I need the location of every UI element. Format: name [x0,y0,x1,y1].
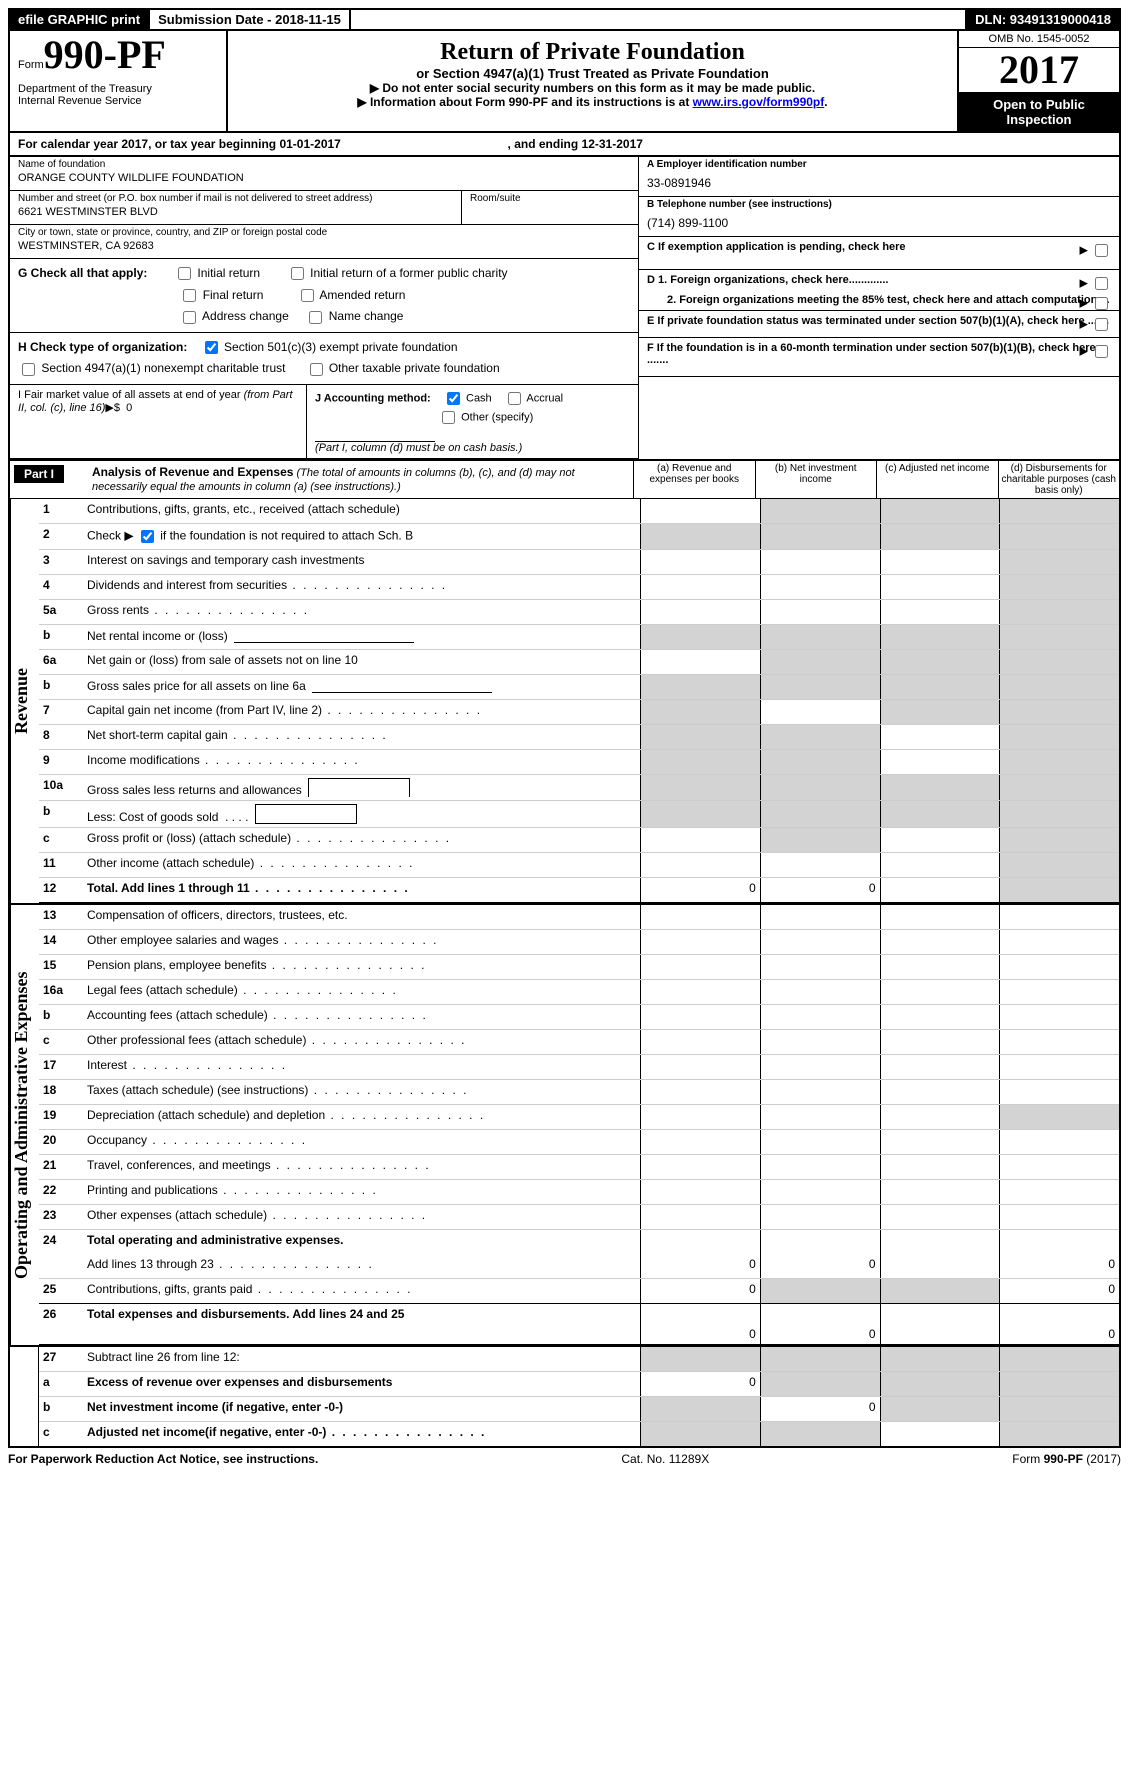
dln: DLN: 93491319000418 [967,10,1119,29]
footer-right: Form 990-PF (2017) [1012,1452,1121,1466]
expenses-table: Operating and Administrative Expenses 13… [8,905,1121,1347]
revenue-table: Revenue 1Contributions, gifts, grants, e… [8,499,1121,905]
city-cell: City or town, state or province, country… [10,225,638,259]
section-c: C If exemption application is pending, c… [639,237,1119,270]
open-public: Open to Public Inspection [959,93,1119,131]
header-note1: ▶ Do not enter social security numbers o… [236,81,949,95]
footer: For Paperwork Reduction Act Notice, see … [8,1448,1121,1470]
cb-4947[interactable] [22,363,35,376]
revenue-side-label: Revenue [10,499,39,903]
col-d-header: (d) Disbursements for charitable purpose… [998,461,1120,498]
section-h: H Check type of organization: Section 50… [10,333,638,385]
form-prefix: Form [18,59,44,71]
omb: OMB No. 1545-0052 [959,31,1119,47]
dept2: Internal Revenue Service [18,95,218,107]
calendar-year-row: For calendar year 2017, or tax year begi… [8,133,1121,157]
footer-left: For Paperwork Reduction Act Notice, see … [8,1452,318,1466]
cb-e[interactable] [1095,318,1108,331]
cb-initial-former[interactable] [291,267,304,280]
col-c-header: (c) Adjusted net income [876,461,998,498]
section-i: I Fair market value of all assets at end… [10,385,307,458]
cb-cash[interactable] [447,392,460,405]
section-ij: I Fair market value of all assets at end… [10,385,638,459]
expenses-side-label: Operating and Administrative Expenses [10,905,39,1345]
submission-date: Submission Date - 2018-11-15 [150,10,351,29]
cb-amended-return[interactable] [301,289,314,302]
line27-table: 27Subtract line 26 from line 12: aExcess… [8,1347,1121,1448]
section-g: G Check all that apply: Initial return I… [10,259,638,333]
col-b-header: (b) Net investment income [755,461,877,498]
cb-initial-return[interactable] [178,267,191,280]
tax-year: 2017 [959,47,1119,93]
header-center: Return of Private Foundation or Section … [228,31,957,131]
footer-center: Cat. No. 11289X [621,1452,709,1466]
col-a-header: (a) Revenue and expenses per books [633,461,755,498]
topbar-spacer [351,10,967,29]
header: Form990-PF Department of the Treasury In… [8,31,1121,133]
cb-c[interactable] [1095,244,1108,257]
info-grid: Name of foundation ORANGE COUNTY WILDLIF… [8,157,1121,459]
cb-other-taxable[interactable] [310,363,323,376]
room-suite: Room/suite [461,191,638,224]
irs-link[interactable]: www.irs.gov/form990pf [693,95,825,109]
section-j: J Accounting method: Cash Accrual Other … [307,385,638,458]
cb-other-method[interactable] [442,411,455,424]
ein-cell: A Employer identification number 33-0891… [639,157,1119,197]
phone-cell: B Telephone number (see instructions) (7… [639,197,1119,237]
cb-d1[interactable] [1095,277,1108,290]
cb-name-change[interactable] [309,311,322,324]
form-number: 990-PF [44,32,166,77]
header-left: Form990-PF Department of the Treasury In… [10,31,228,131]
address-cell: Number and street (or P.O. box number if… [10,191,638,225]
header-subtitle: or Section 4947(a)(1) Trust Treated as P… [236,66,949,81]
header-note2: ▶ Information about Form 990-PF and its … [236,95,949,109]
header-title: Return of Private Foundation [236,39,949,66]
cb-d2[interactable] [1095,297,1108,310]
cb-accrual[interactable] [508,392,521,405]
cb-address-change[interactable] [183,311,196,324]
section-f: F If the foundation is in a 60-month ter… [639,338,1119,377]
header-right: OMB No. 1545-0052 2017 Open to Public In… [957,31,1119,131]
part1-badge: Part I [14,465,64,483]
section-d2: 2. Foreign organizations meeting the 85%… [639,290,1119,311]
section-d1: D 1. Foreign organizations, check here..… [639,270,1119,290]
dept1: Department of the Treasury [18,83,218,95]
part1-header-row: Part I Analysis of Revenue and Expenses … [8,459,1121,499]
cb-sch-b[interactable] [141,530,154,543]
section-e: E If private foundation status was termi… [639,311,1119,338]
cb-final-return[interactable] [183,289,196,302]
efile-label: efile GRAPHIC print [10,10,150,29]
foundation-name-cell: Name of foundation ORANGE COUNTY WILDLIF… [10,157,638,191]
topbar: efile GRAPHIC print Submission Date - 20… [8,8,1121,31]
cb-501c3[interactable] [205,341,218,354]
cb-f[interactable] [1095,345,1108,358]
